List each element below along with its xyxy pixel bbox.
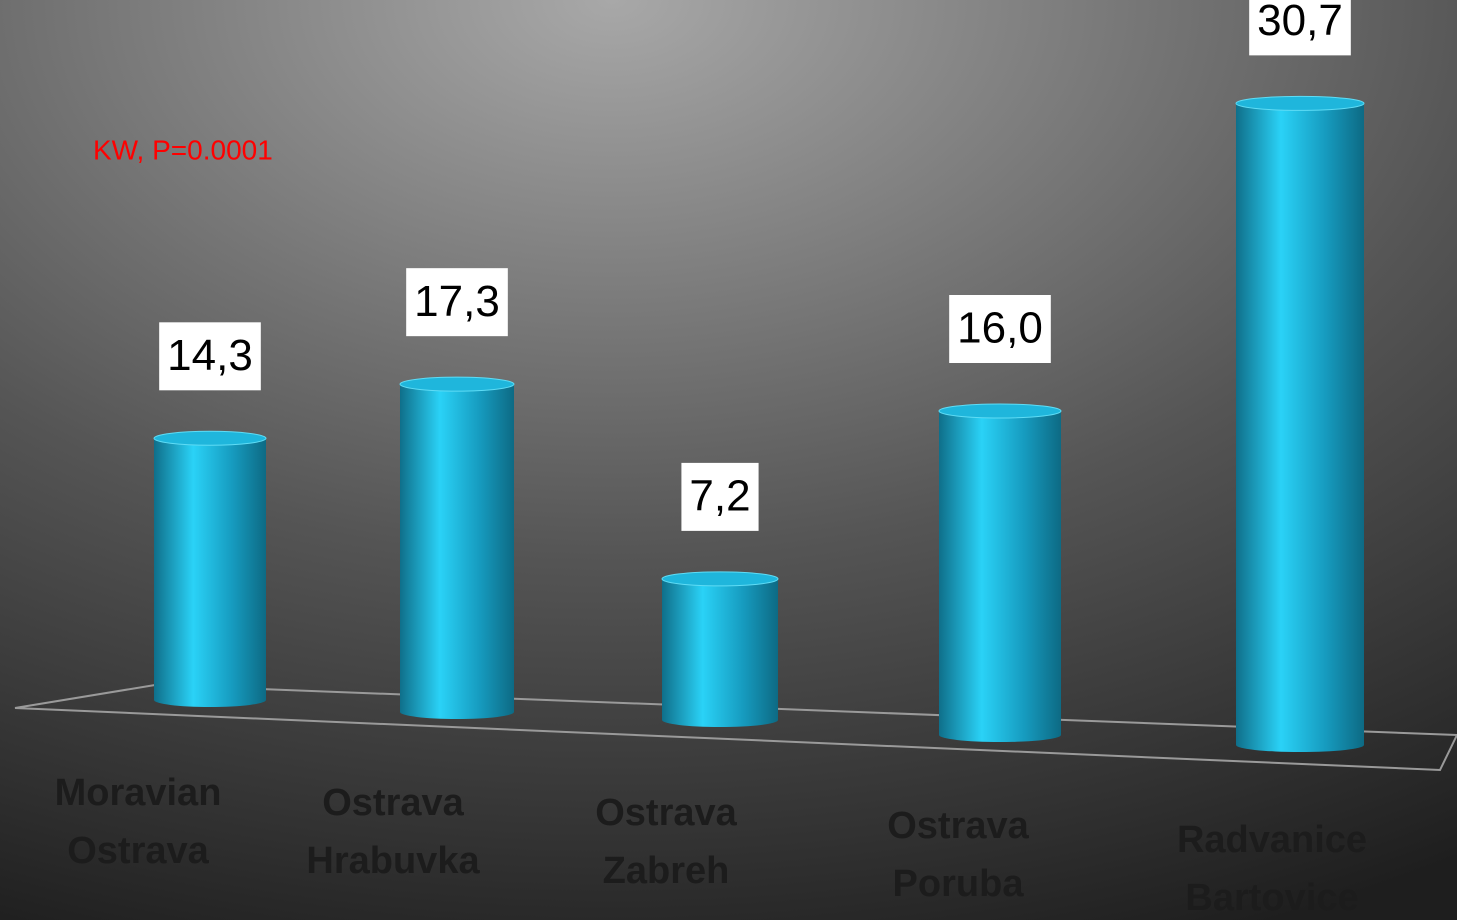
bar-body	[662, 578, 778, 727]
value-label-box	[949, 295, 1051, 363]
bar-body	[154, 438, 266, 707]
value-label: 17,3	[414, 277, 500, 326]
floor	[14, 683, 1457, 772]
value-label: 14,3	[167, 331, 253, 380]
x-tick-label: Ostrava Hrabuvka	[306, 782, 480, 882]
value-label: 7,2	[689, 472, 750, 521]
x-tick-label: Moravian Ostrava	[55, 772, 222, 872]
bar	[661, 571, 779, 727]
bar-top	[661, 571, 779, 587]
bar-body	[1236, 103, 1364, 753]
value-label: 16,0	[957, 304, 1043, 353]
bar	[1235, 95, 1365, 753]
value-label: 30,7	[1257, 0, 1343, 45]
bar-top	[399, 376, 515, 392]
x-tick-label: Radvanice Bartovice	[1177, 819, 1367, 919]
x-tick-label: Ostrava Poruba	[887, 805, 1029, 905]
bar-body	[400, 384, 514, 719]
annotation: KW, P=0.0001	[93, 134, 273, 165]
bar	[938, 403, 1062, 742]
value-label-box	[1249, 0, 1351, 56]
bar-top	[1235, 95, 1365, 111]
bar-top	[153, 430, 267, 446]
value-label-box	[406, 268, 508, 337]
value-label-box	[159, 322, 261, 391]
bar	[399, 376, 515, 719]
bar	[153, 430, 267, 707]
bar-top	[938, 403, 1062, 419]
bar-body	[939, 411, 1061, 742]
x-tick-label: Ostrava Zabreh	[595, 792, 737, 892]
value-label-box	[681, 462, 759, 531]
